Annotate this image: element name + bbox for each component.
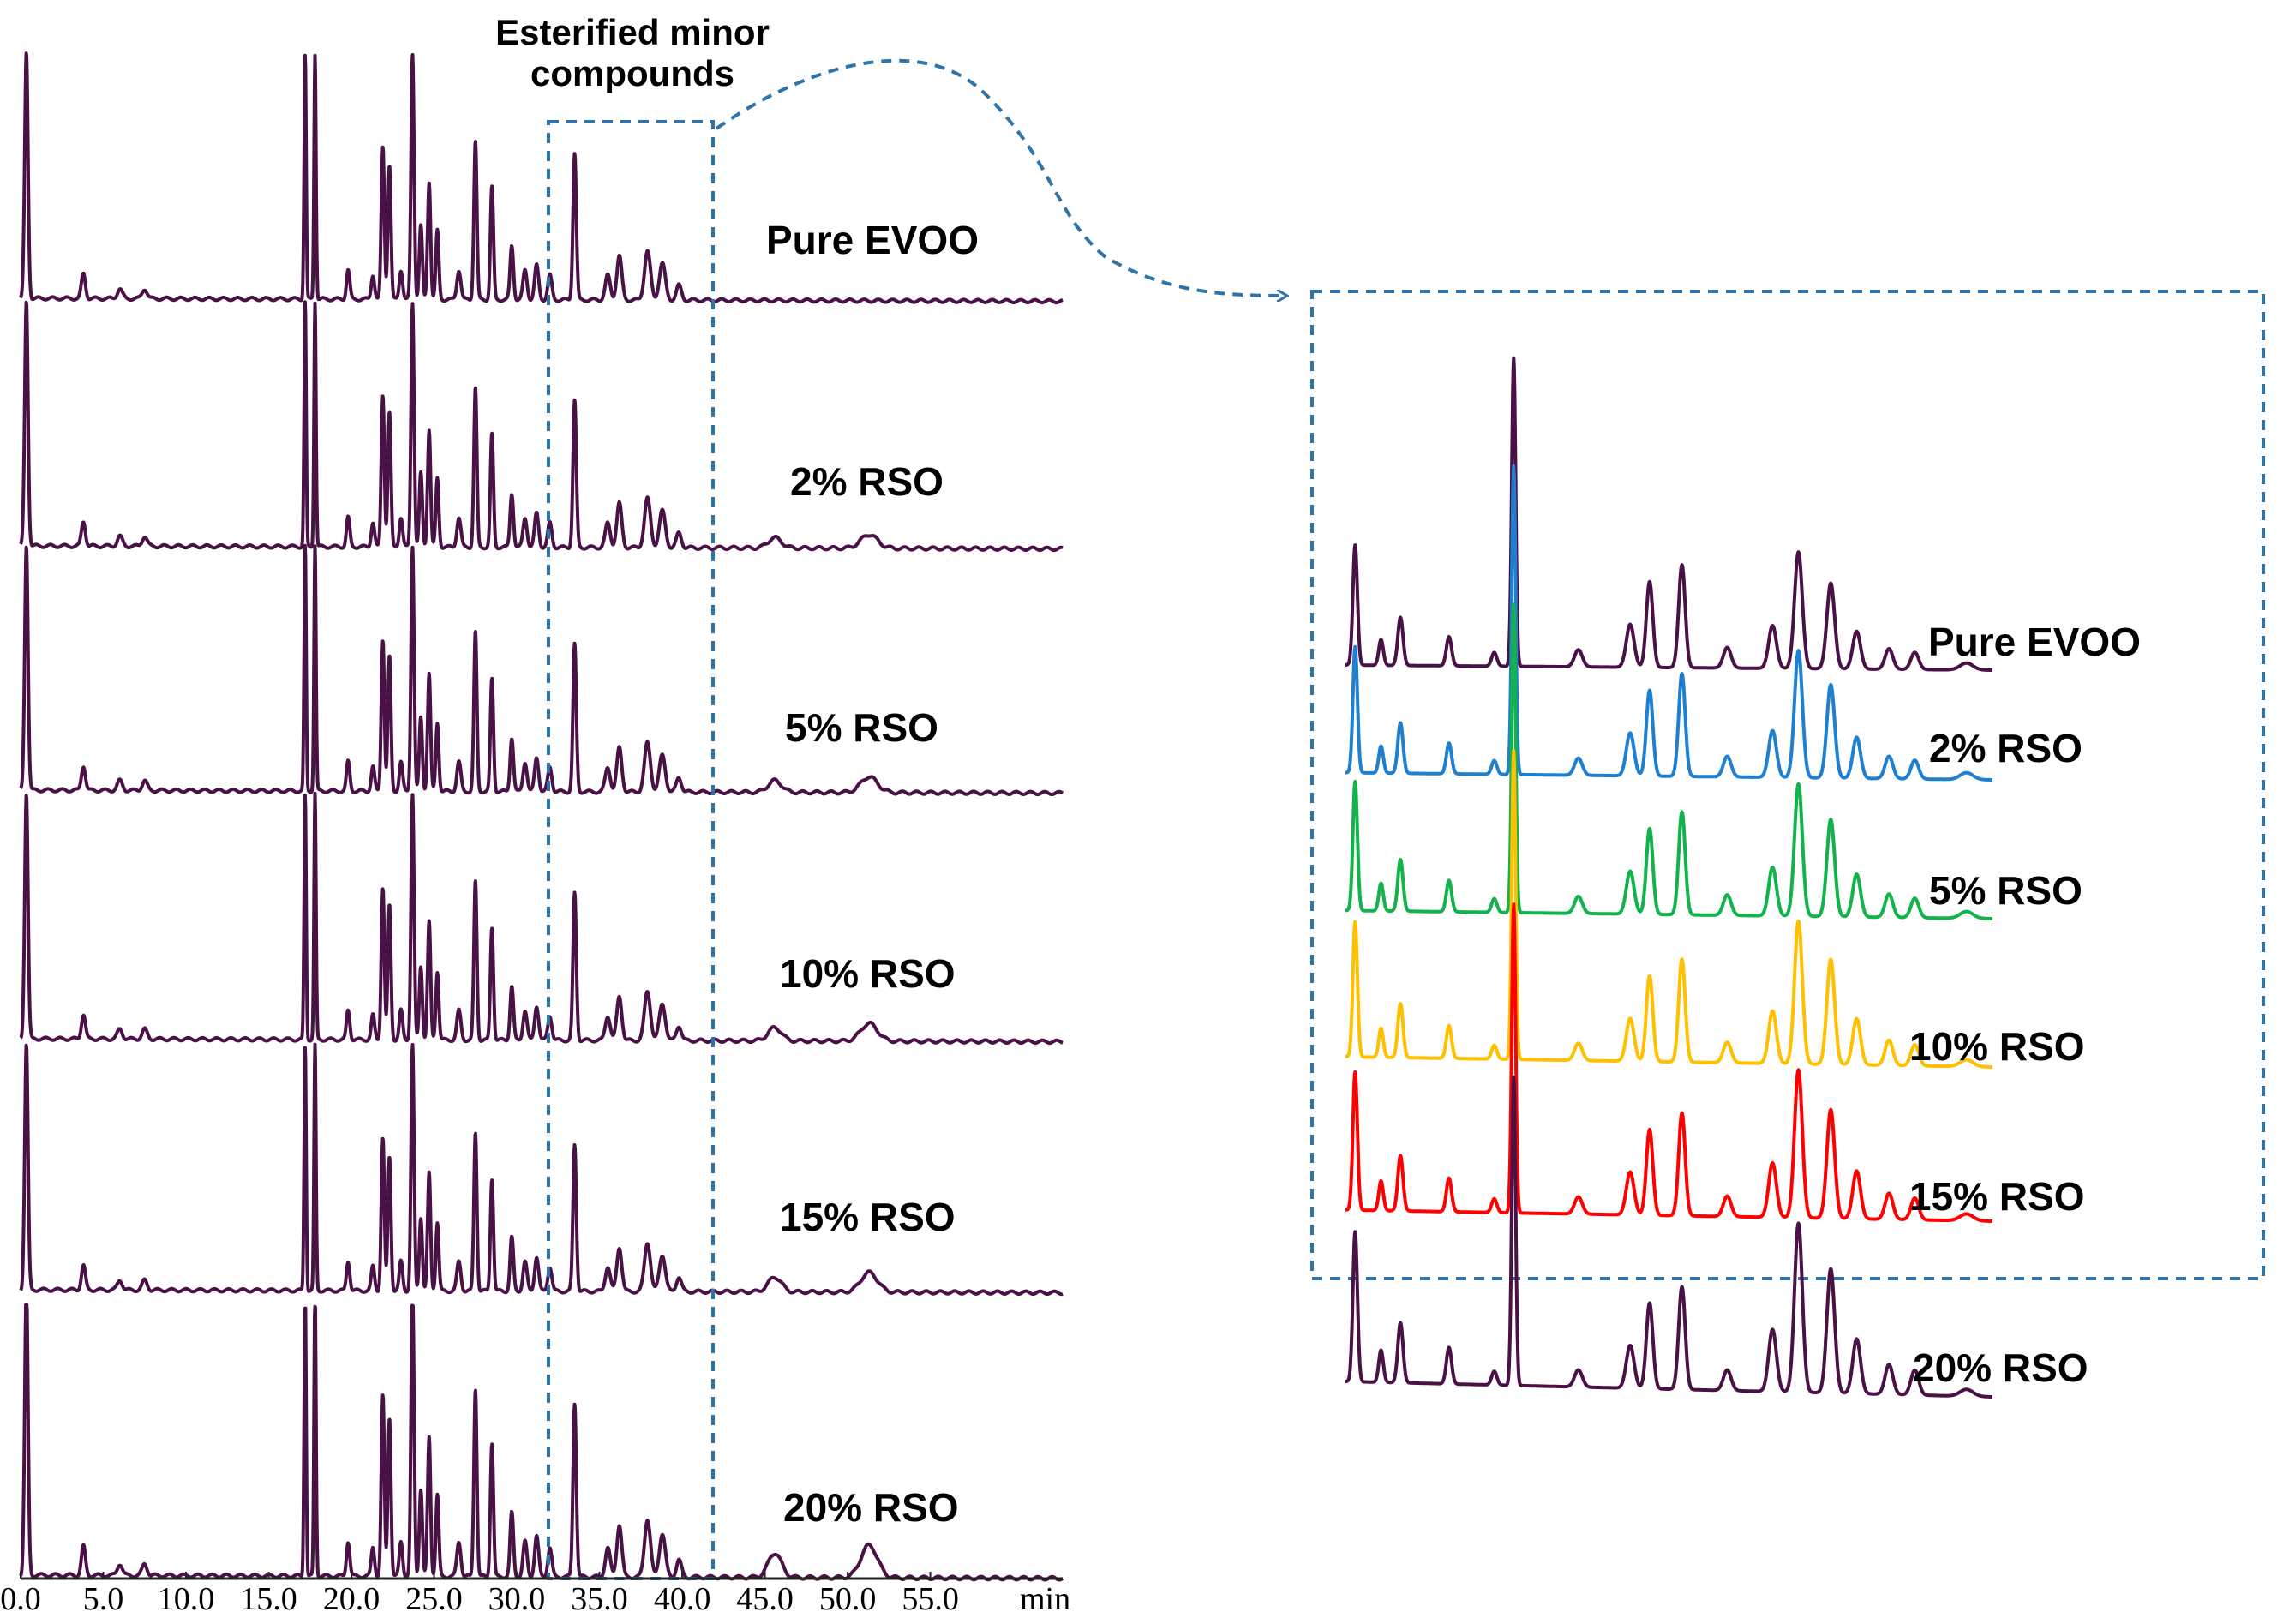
x-tick-label: 5.0 (83, 1581, 124, 1617)
x-tick-label: 25.0 (405, 1581, 463, 1617)
right-label-pure-evoo: Pure EVOO (1928, 620, 2141, 664)
full-trace-5 (19, 1042, 1064, 1297)
left-label-5-rso: 5% RSO (785, 705, 938, 750)
full-trace-3 (19, 543, 1064, 797)
left-label-20-rso: 20% RSO (783, 1485, 959, 1530)
x-tick-label: 50.0 (819, 1581, 877, 1617)
x-tick-label: 10.0 (158, 1581, 215, 1617)
full-trace-2 (19, 300, 1064, 553)
full-trace-4 (19, 791, 1064, 1046)
zoom-panel-frame (1310, 290, 2265, 1280)
x-axis-unit: min (1020, 1581, 1070, 1617)
left-label-15-rso: 15% RSO (780, 1195, 956, 1239)
x-tick-label: 0.0 (0, 1581, 41, 1617)
right-label-10-rso: 10% RSO (1909, 1024, 2085, 1069)
full-chromatogram-panel (19, 51, 1064, 1582)
x-tick-label: 30.0 (488, 1581, 546, 1617)
zoomed-chromatogram-panel (1344, 356, 1994, 1399)
zoom-trace-2 (1344, 464, 1994, 782)
zoom-arrow (715, 58, 1285, 296)
esterified-annotation: Esterified minor compounds (495, 12, 770, 93)
x-tick-label: 35.0 (571, 1581, 628, 1617)
zoom-trace-4 (1344, 749, 1994, 1069)
x-tick-label: 20.0 (323, 1581, 380, 1617)
right-label-5-rso: 5% RSO (1929, 868, 2082, 913)
zoom-trace-5 (1344, 902, 1994, 1223)
full-trace-6 (19, 1303, 1064, 1582)
left-label-pure-evoo: Pure EVOO (766, 218, 979, 262)
right-label-20-rso: 20% RSO (1913, 1345, 2088, 1390)
left-label-10-rso: 10% RSO (780, 951, 956, 996)
x-tick-label: 45.0 (736, 1581, 794, 1617)
x-axis-ticks: 0.0 5.0 10.0 15.0 20.0 25.0 30.0 35.0 40.0 45.0 50… (0, 1572, 959, 1617)
full-trace-1 (19, 51, 1064, 305)
esterified-highlight-box (547, 120, 715, 1580)
zoom-trace-1 (1344, 356, 1994, 672)
zoom-trace-6 (1344, 1075, 1994, 1399)
left-label-2-rso: 2% RSO (790, 459, 944, 504)
right-label-2-rso: 2% RSO (1929, 726, 2082, 770)
x-tick-label: 40.0 (654, 1581, 711, 1617)
zoom-trace-3 (1344, 602, 1994, 920)
x-tick-label: 55.0 (902, 1581, 959, 1617)
x-tick-label: 15.0 (240, 1581, 297, 1617)
right-label-15-rso: 15% RSO (1909, 1174, 2085, 1219)
